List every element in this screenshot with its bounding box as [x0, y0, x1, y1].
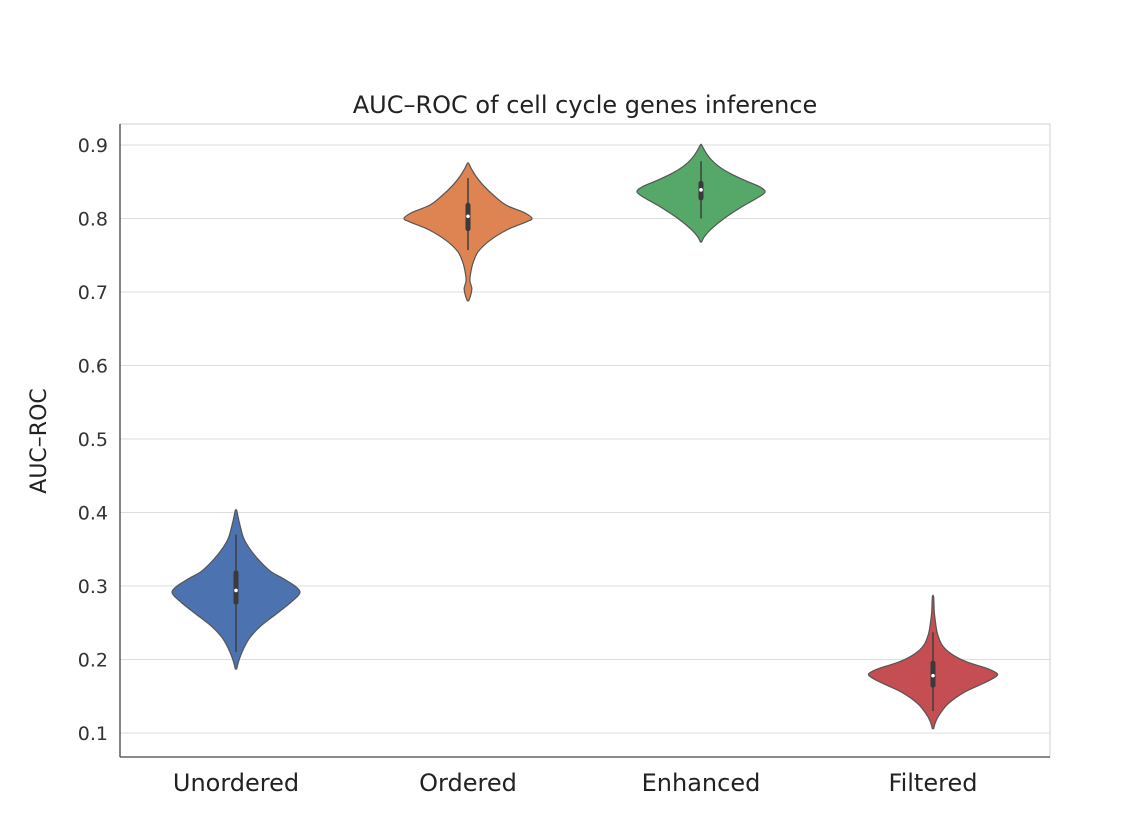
y-tick-label: 0.8 — [78, 209, 108, 231]
violins — [171, 143, 999, 730]
y-tick-label: 0.4 — [78, 503, 108, 525]
violin-median — [466, 214, 470, 219]
violin-filtered — [867, 594, 999, 730]
violin-median — [234, 588, 238, 593]
y-tick-label: 0.3 — [78, 576, 108, 598]
axes — [119, 124, 1050, 758]
y-tick-label: 0.7 — [78, 282, 108, 304]
y-tick-label: 0.5 — [78, 429, 108, 451]
y-tick-label: 0.2 — [78, 650, 108, 672]
x-tick-label-unordered: Unordered — [173, 769, 299, 797]
y-tick-label: 0.9 — [78, 135, 108, 157]
violin-enhanced — [636, 143, 766, 243]
violin-ordered — [403, 162, 533, 302]
chart-title: AUC–ROC of cell cycle genes inference — [353, 91, 818, 119]
x-tick-label-ordered: Ordered — [419, 769, 517, 797]
x-tick-label-enhanced: Enhanced — [642, 769, 761, 797]
y-axis-label: AUC–ROC — [27, 388, 52, 493]
x-tick-label-filtered: Filtered — [889, 769, 978, 797]
x-tick-labels: Unordered Ordered Enhanced Filtered — [173, 769, 978, 797]
y-tick-label: 0.1 — [78, 723, 108, 745]
y-tick-label: 0.6 — [78, 356, 108, 378]
violin-median — [931, 673, 935, 678]
violin-unordered — [171, 508, 301, 670]
violin-median — [699, 188, 703, 192]
y-tick-labels: 0.1 0.2 0.3 0.4 0.5 0.6 0.7 0.8 0.9 — [78, 135, 108, 745]
